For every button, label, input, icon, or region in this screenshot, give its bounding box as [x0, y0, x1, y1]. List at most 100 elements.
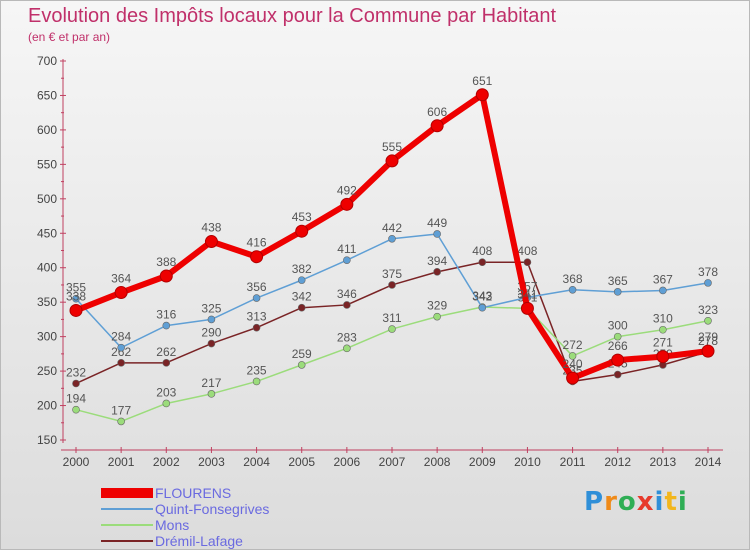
data-label: 368 [563, 272, 583, 286]
data-label: 313 [247, 310, 267, 324]
data-point [433, 230, 441, 238]
data-point [701, 344, 715, 358]
x-tick-label: 2008 [424, 455, 451, 469]
data-point [117, 359, 125, 367]
x-tick-label: 2007 [379, 455, 406, 469]
y-tick-label: 550 [37, 157, 57, 171]
y-tick-label: 500 [37, 192, 57, 206]
data-point [475, 88, 489, 102]
data-label: 442 [382, 221, 402, 235]
logo-letter: i [677, 487, 688, 517]
data-point [433, 268, 441, 276]
y-tick-label: 650 [37, 88, 57, 102]
y-tick-label: 700 [37, 54, 57, 68]
logo-letter: i [654, 487, 665, 517]
data-label: 394 [427, 254, 447, 268]
data-label: 279 [698, 330, 718, 344]
data-point [433, 312, 441, 321]
data-point [117, 417, 125, 426]
data-label: 408 [472, 244, 492, 258]
data-label: 651 [472, 74, 492, 88]
data-point [478, 258, 487, 267]
data-point [343, 301, 351, 309]
legend-label: FLOURENS [155, 485, 232, 501]
data-label: 266 [608, 339, 628, 353]
x-tick-label: 2013 [650, 455, 677, 469]
data-label: 316 [156, 308, 176, 322]
data-point [388, 234, 396, 243]
data-point [523, 258, 532, 267]
data-point [613, 332, 622, 341]
data-point [207, 315, 216, 324]
data-point [656, 350, 670, 364]
data-label: 290 [201, 326, 221, 340]
y-tick-label: 600 [37, 123, 57, 137]
data-label: 259 [292, 347, 312, 361]
data-point [659, 286, 667, 295]
x-tick-label: 2003 [198, 455, 225, 469]
y-tick-label: 400 [37, 261, 57, 275]
data-label: 194 [66, 392, 86, 406]
logo-letter: t [664, 487, 678, 517]
data-label: 356 [247, 280, 267, 294]
data-point [69, 303, 83, 317]
data-point [162, 359, 171, 367]
legend-label: Mons [155, 517, 190, 533]
data-label: 271 [653, 336, 673, 350]
data-label: 284 [111, 330, 131, 344]
data-point [566, 371, 580, 385]
data-label: 555 [382, 140, 402, 154]
data-point [297, 303, 306, 312]
x-tick-label: 2004 [243, 455, 270, 469]
data-label: 272 [563, 338, 583, 352]
x-tick-label: 2005 [288, 455, 315, 469]
x-tick-label: 2014 [695, 455, 722, 469]
data-point [252, 377, 261, 386]
data-point [568, 352, 577, 360]
data-label: 311 [382, 311, 401, 325]
data-point [204, 235, 218, 249]
data-point [159, 269, 173, 283]
data-point [388, 281, 396, 289]
data-label: 262 [156, 345, 176, 359]
data-point [72, 405, 80, 414]
data-label: 325 [201, 301, 221, 315]
data-point [704, 316, 712, 325]
data-label: 365 [608, 274, 628, 288]
data-label: 323 [698, 303, 718, 317]
data-point [659, 325, 667, 334]
data-label: 262 [111, 345, 131, 359]
data-point [704, 279, 712, 287]
data-label: 203 [156, 385, 176, 399]
legend-swatch [101, 508, 153, 510]
data-label: 300 [608, 319, 628, 333]
data-label: 232 [66, 365, 86, 379]
data-point [162, 399, 171, 408]
legend-swatch [101, 524, 153, 526]
data-label: 364 [111, 272, 131, 286]
data-point [388, 325, 396, 333]
data-label: 453 [292, 210, 312, 224]
x-tick-label: 2002 [153, 455, 180, 469]
data-label: 278 [698, 334, 718, 348]
logo-letter: x [636, 487, 655, 517]
data-point [297, 276, 306, 284]
data-point [613, 288, 622, 296]
data-point [162, 321, 171, 330]
y-tick-label: 300 [37, 330, 57, 344]
data-point [252, 323, 261, 332]
x-tick-label: 2010 [514, 455, 541, 469]
x-tick-label: 2000 [63, 455, 90, 469]
proxiti-logo: Proxiti [584, 487, 688, 517]
data-label: 408 [517, 244, 537, 258]
data-label: 378 [698, 265, 718, 279]
data-point [385, 154, 399, 168]
data-point [568, 285, 577, 294]
data-point [520, 301, 534, 315]
legend-label: Drémil-Lafage [155, 533, 243, 549]
data-label: 606 [427, 105, 447, 119]
legend-label: Quint-Fonsegrives [155, 501, 270, 517]
data-label: 438 [201, 221, 221, 235]
data-label: 217 [201, 376, 221, 390]
